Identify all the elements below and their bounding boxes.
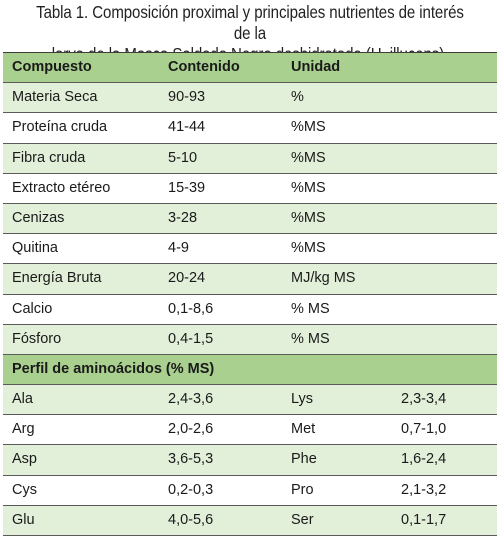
- amino-name: Cys: [12, 481, 37, 498]
- row-contenido: 0,4-1,5: [168, 330, 214, 347]
- amino-acid-header-row: Perfil de aminoácidos (% MS): [3, 354, 497, 386]
- amino-row: Asp 3,6-5,3 Phe 1,6-2,4: [3, 445, 497, 476]
- row-compuesto: Fósforo: [12, 330, 62, 347]
- amino-row: Arg 2,0-2,6 Met 0,7-1,0: [3, 415, 497, 446]
- row-compuesto: Fibra cruda: [12, 149, 86, 166]
- amino-value: 2,4-3,6: [168, 391, 214, 408]
- amino-name: Asp: [12, 451, 37, 468]
- row-unidad: %MS: [291, 209, 326, 226]
- amino-name: Ala: [12, 391, 33, 408]
- row-contenido: 5-10: [168, 149, 198, 166]
- row-contenido: 90-93: [168, 89, 206, 106]
- row-unidad: %MS: [291, 149, 326, 166]
- row-contenido: 4-9: [168, 240, 189, 257]
- amino-name: Lys: [291, 391, 314, 408]
- row-unidad: MJ/kg MS: [291, 270, 356, 287]
- nutrient-table: Compuesto Contenido Unidad Materia Seca …: [3, 52, 497, 536]
- amino-row: Glu 4,0-5,6 Ser 0,1-1,7: [3, 505, 497, 536]
- amino-value: 0,2-0,3: [168, 481, 214, 498]
- row-contenido: 41-44: [168, 119, 206, 136]
- amino-value: 2,3-3,4: [401, 391, 447, 408]
- row-unidad: % MS: [291, 300, 330, 317]
- table-row: Calcio 0,1-8,6 % MS: [3, 294, 497, 325]
- row-compuesto: Quitina: [12, 240, 58, 257]
- amino-value: 2,1-3,2: [401, 481, 447, 498]
- table-row: Energía Bruta 20-24 MJ/kg MS: [3, 264, 497, 295]
- row-unidad: %MS: [291, 240, 326, 257]
- header-unidad: Unidad: [291, 59, 341, 75]
- amino-name: Met: [291, 421, 316, 438]
- row-compuesto: Calcio: [12, 300, 53, 317]
- row-contenido: 3-28: [168, 209, 198, 226]
- table-row: Extracto etéreo 15-39 %MS: [3, 173, 497, 204]
- amino-value: 0,7-1,0: [401, 421, 447, 438]
- row-unidad: %MS: [291, 119, 326, 136]
- row-compuesto: Extracto etéreo: [12, 179, 111, 196]
- row-unidad: %MS: [291, 179, 326, 196]
- row-contenido: 15-39: [168, 179, 206, 196]
- table-header-row: Compuesto Contenido Unidad: [3, 53, 497, 84]
- row-compuesto: Cenizas: [12, 209, 65, 226]
- amino-value: 0,1-1,7: [401, 511, 447, 528]
- amino-value: 2,0-2,6: [168, 421, 214, 438]
- row-compuesto: Proteína cruda: [12, 119, 108, 136]
- amino-value: 3,6-5,3: [168, 451, 214, 468]
- row-contenido: 0,1-8,6: [168, 300, 214, 317]
- table-row: Proteína cruda 41-44 %MS: [3, 113, 497, 144]
- header-contenido: Contenido: [168, 59, 240, 75]
- amino-value: 4,0-5,6: [168, 511, 214, 528]
- amino-value: 1,6-2,4: [401, 451, 447, 468]
- table-row: Materia Seca 90-93 %: [3, 83, 497, 114]
- amino-acid-header: Perfil de aminoácidos (% MS): [12, 360, 215, 377]
- amino-name: Phe: [291, 451, 317, 468]
- table-row: Cenizas 3-28 %MS: [3, 203, 497, 235]
- row-contenido: 20-24: [168, 270, 206, 287]
- amino-name: Ser: [291, 511, 314, 528]
- amino-name: Arg: [12, 421, 35, 438]
- amino-name: Glu: [12, 511, 35, 528]
- table-row: Fibra cruda 5-10 %MS: [3, 143, 497, 174]
- row-unidad: %: [291, 89, 304, 106]
- table-row: Fósforo 0,4-1,5 % MS: [3, 324, 497, 355]
- row-compuesto: Materia Seca: [12, 89, 98, 106]
- amino-row: Cys 0,2-0,3 Pro 2,1-3,2: [3, 475, 497, 506]
- amino-name: Pro: [291, 481, 314, 498]
- row-compuesto: Energía Bruta: [12, 270, 102, 287]
- table-row: Quitina 4-9 %MS: [3, 234, 497, 265]
- caption-line-1: Tabla 1. Composición proximal y principa…: [36, 2, 464, 43]
- amino-row: Ala 2,4-3,6 Lys 2,3-3,4: [3, 385, 497, 416]
- row-unidad: % MS: [291, 330, 330, 347]
- header-compuesto: Compuesto: [12, 59, 92, 75]
